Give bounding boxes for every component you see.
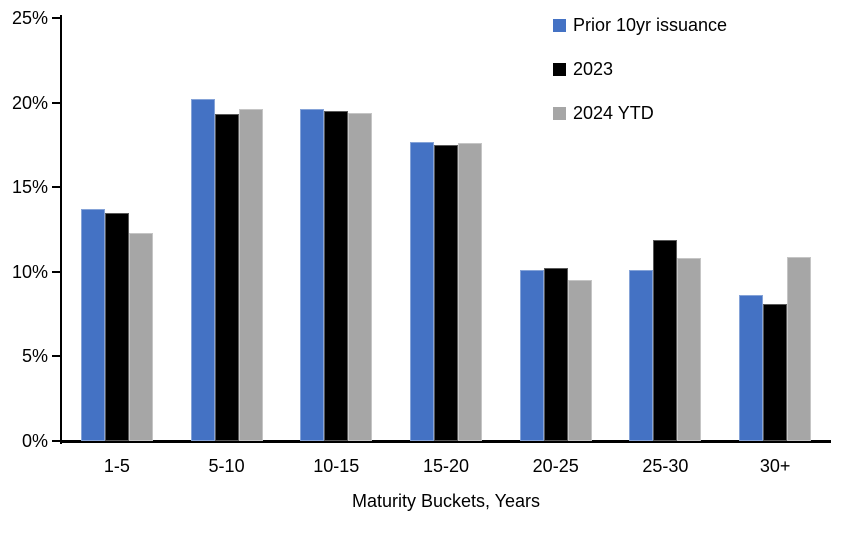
y-axis-tick-label: 0% bbox=[21, 431, 48, 451]
x-axis-tick-label: 20-25 bbox=[532, 456, 579, 476]
legend: Prior 10yr issuance 2023 2024 YTD bbox=[553, 12, 727, 144]
bar-2024-ytd-15-20 bbox=[458, 143, 482, 441]
bar-2024-ytd-10-15 bbox=[348, 112, 373, 441]
bar-2024-ytd-5-10 bbox=[238, 109, 263, 441]
legend-swatch-icon bbox=[553, 62, 566, 76]
legend-item-2024-ytd: 2024 YTD bbox=[553, 100, 727, 126]
bar-2024-ytd-25-30 bbox=[677, 258, 702, 441]
legend-label: Prior 10yr issuance bbox=[573, 14, 728, 35]
y-axis-tick bbox=[52, 270, 60, 273]
bar-2023-10-15 bbox=[324, 111, 349, 441]
legend-item-2023: 2023 bbox=[553, 56, 727, 82]
y-axis-tick-label: 10% bbox=[11, 261, 48, 282]
bar-prior-10yr-issuance-25-30 bbox=[629, 270, 654, 441]
bar-2024-ytd-20-25 bbox=[567, 280, 592, 441]
x-axis-tick-label: 1-5 bbox=[103, 456, 130, 476]
bar-prior-10yr-issuance-15-20 bbox=[410, 141, 434, 441]
y-axis-tick-label: 15% bbox=[11, 177, 48, 198]
bar-2023-25-30 bbox=[653, 239, 678, 441]
legend-swatch-icon bbox=[553, 18, 566, 32]
legend-item-prior-10yr-issuance: Prior 10yr issuance bbox=[553, 12, 727, 38]
bar-2023-15-20 bbox=[434, 144, 458, 441]
y-axis-tick bbox=[52, 101, 60, 104]
y-axis-tick-label: 5% bbox=[21, 346, 48, 367]
y-axis-tick-label: 20% bbox=[11, 92, 48, 113]
bar-prior-10yr-issuance-30+ bbox=[739, 295, 764, 441]
bar-prior-10yr-issuance-10-15 bbox=[300, 109, 325, 441]
x-axis-line bbox=[60, 440, 831, 443]
y-axis-tick bbox=[52, 17, 60, 19]
y-axis-tick bbox=[52, 186, 60, 189]
y-axis-tick-label: 25% bbox=[11, 8, 48, 28]
bar-2023-20-25 bbox=[543, 268, 568, 441]
x-axis-title: Maturity Buckets, Years bbox=[351, 491, 541, 511]
legend-label: 2023 bbox=[573, 58, 614, 79]
plot-area bbox=[62, 18, 830, 441]
x-axis-tick-label: 25-30 bbox=[642, 456, 689, 476]
y-axis-line bbox=[60, 15, 62, 444]
legend-label: 2024 YTD bbox=[573, 102, 654, 123]
legend-swatch-icon bbox=[553, 106, 566, 120]
bar-2024-ytd-1-5 bbox=[128, 232, 153, 441]
bar-2023-30+ bbox=[763, 303, 788, 441]
x-axis-tick-label: 15-20 bbox=[422, 456, 470, 476]
bar-prior-10yr-issuance-1-5 bbox=[80, 209, 105, 441]
bar-2023-5-10 bbox=[214, 114, 239, 441]
x-axis-tick-label: 10-15 bbox=[313, 456, 360, 476]
bar-prior-10yr-issuance-20-25 bbox=[519, 270, 544, 441]
bar-prior-10yr-issuance-5-10 bbox=[190, 99, 215, 441]
y-axis-tick bbox=[52, 440, 60, 442]
bar-2023-1-5 bbox=[104, 212, 129, 441]
y-axis-tick bbox=[52, 355, 60, 358]
x-axis-tick-label: 30+ bbox=[759, 456, 791, 476]
x-axis-tick-label: 5-10 bbox=[208, 456, 245, 476]
bar-2024-ytd-30+ bbox=[787, 256, 812, 441]
